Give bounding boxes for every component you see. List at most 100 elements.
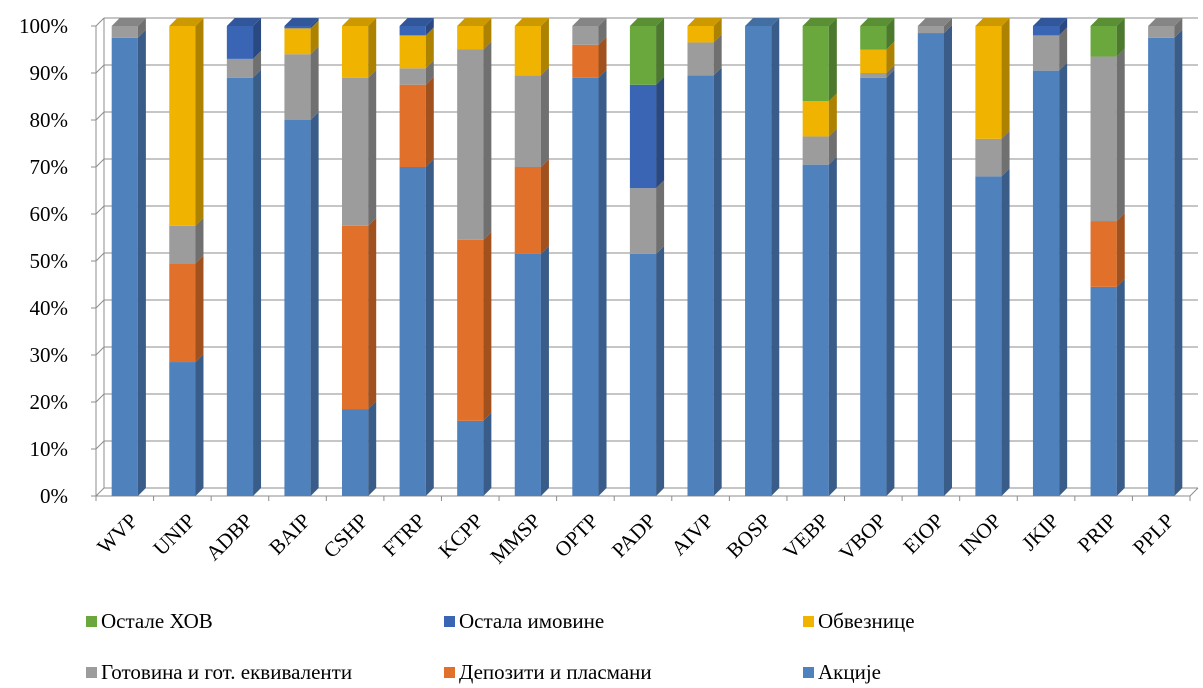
bar-segment-side <box>828 18 837 102</box>
bars <box>111 18 1183 497</box>
bar-segment-side <box>425 18 434 36</box>
bar-segment <box>169 362 196 496</box>
bar-segment-side <box>1116 18 1125 57</box>
bar-segment <box>342 409 369 496</box>
bar-segment <box>284 28 311 55</box>
bar-segment <box>802 136 829 165</box>
bar-segment <box>1032 70 1060 497</box>
bar-segment-top <box>342 18 377 26</box>
bar-segment <box>1090 56 1117 222</box>
x-tick-label: PADP <box>607 509 661 563</box>
bar-segment-side <box>1059 62 1068 497</box>
bar-segment-side <box>368 18 377 78</box>
bar-segment-top <box>284 18 319 26</box>
bar-segment-side <box>483 412 492 496</box>
bar-segment <box>111 37 138 496</box>
gridline-depth <box>95 111 105 121</box>
bar-segment <box>457 239 484 421</box>
y-tick-label: 90% <box>30 61 69 85</box>
bar-segment-side <box>425 60 434 85</box>
bar-segment-side <box>483 41 492 240</box>
bar-segment-top <box>802 18 837 26</box>
bar-segment-side <box>1059 18 1068 36</box>
y-tick-label: 50% <box>30 249 69 273</box>
gridline-depth <box>95 17 105 27</box>
bar-segment-side <box>540 245 549 496</box>
bar-segment-side <box>310 20 319 55</box>
bar-segment-side <box>828 156 837 496</box>
bar-segment-top <box>1148 18 1183 26</box>
bar-segment-side <box>425 159 434 496</box>
x-tick-label: VEBP <box>778 509 833 564</box>
bar-segment-side <box>368 69 377 226</box>
bar-segment-side <box>1174 18 1183 38</box>
bar-segment-side <box>598 36 607 78</box>
bar-segment-top <box>111 18 146 26</box>
x-tick-label: VBOP <box>834 509 891 566</box>
bar-segment-side <box>195 217 204 264</box>
bar-segment <box>1148 26 1175 38</box>
bar-segment-side <box>1116 278 1125 496</box>
gridline-depth <box>95 346 105 356</box>
bar-segment <box>802 164 829 496</box>
bar-segment-side <box>713 67 722 496</box>
bar-segment <box>457 49 484 240</box>
bar-segment-side <box>1001 18 1010 139</box>
bar-segment-top <box>629 18 665 26</box>
bar-segment-side <box>540 67 549 167</box>
bar-segment-top <box>457 18 492 26</box>
bar-segment-side <box>310 46 319 121</box>
x-tick-label: AIVP <box>666 509 718 561</box>
bar-segment <box>917 33 944 497</box>
bar-segment <box>284 54 311 121</box>
x-tick-label: EIOP <box>898 509 948 559</box>
bar-segment-top <box>572 18 607 26</box>
y-tick-label: 70% <box>30 155 69 179</box>
bar-segment <box>514 26 541 76</box>
bar-segment <box>342 26 369 78</box>
bar-segment <box>860 26 887 50</box>
bar-segment <box>629 188 657 254</box>
gridline-depth <box>95 252 105 262</box>
bar-segment <box>975 176 1002 496</box>
bar-segment <box>572 26 599 45</box>
bar-segment-side <box>828 93 837 137</box>
bar-segment <box>226 58 254 78</box>
bar-segment-side <box>310 18 319 29</box>
bar-segment-side <box>137 18 146 38</box>
y-tick-label: 80% <box>30 108 69 132</box>
y-tick-label: 40% <box>30 296 69 320</box>
bar-segment-top <box>860 18 895 26</box>
gridline-depth <box>95 393 105 403</box>
bar-segment <box>226 77 254 496</box>
x-tick-label: CSHP <box>319 509 373 563</box>
bar-segment <box>860 49 887 73</box>
bar-segment <box>802 101 829 137</box>
bar-segment <box>399 68 426 85</box>
bar-segment-side <box>483 231 492 421</box>
bar-segment <box>860 73 887 78</box>
bar-segment-side <box>195 354 204 496</box>
bar-segment-side <box>425 76 434 167</box>
bar-segment <box>284 26 311 29</box>
bar-segment-side <box>598 18 607 45</box>
bar-segment <box>342 77 369 226</box>
bar-segment-side <box>137 29 146 496</box>
bar-segment-side <box>540 18 549 76</box>
bar-segment <box>399 167 426 496</box>
bar-segment-side <box>253 18 262 59</box>
bar-segment <box>629 84 657 189</box>
bar-segment-side <box>1001 130 1010 177</box>
bar-segment-side <box>656 245 665 496</box>
bar-segment-side <box>425 27 434 69</box>
bar-segment-top <box>745 18 780 26</box>
bar-segment <box>687 75 714 496</box>
x-tick-label: INOP <box>954 509 1006 561</box>
bar-segment-top <box>169 18 204 26</box>
bar-segment <box>399 35 426 69</box>
bar-segment <box>1090 26 1117 57</box>
bar-segment-side <box>195 255 204 363</box>
bar-segment <box>342 225 369 410</box>
